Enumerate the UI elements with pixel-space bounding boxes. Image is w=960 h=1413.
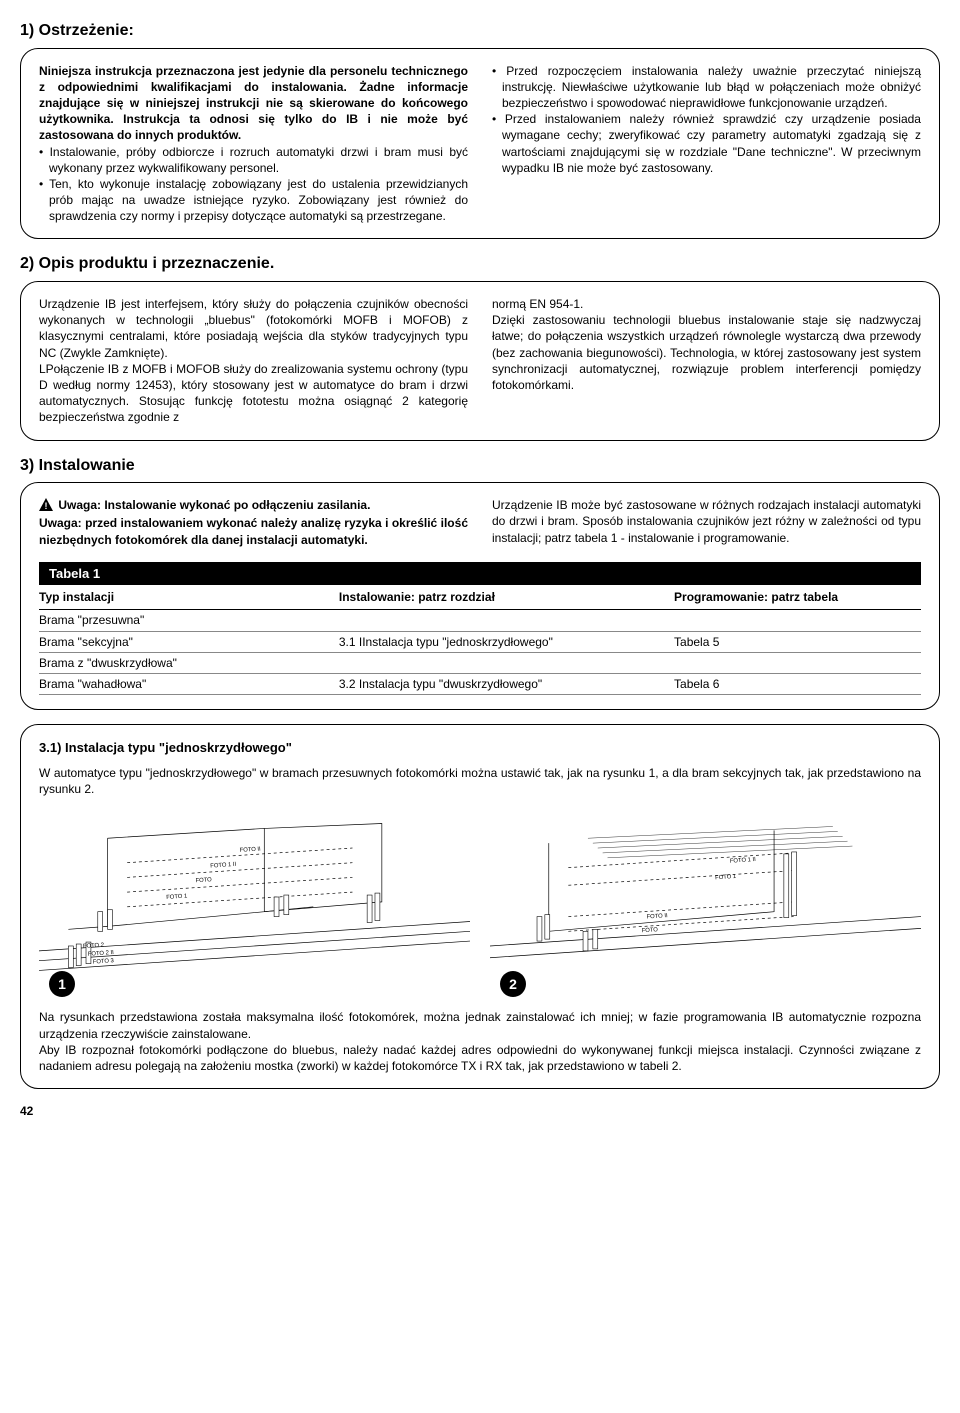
table1-col0: Typ instalacji [39, 585, 339, 610]
svg-text:FOTO: FOTO [195, 877, 212, 884]
svg-text:FOTO 2 II: FOTO 2 II [88, 950, 115, 958]
svg-text:FOTO 3: FOTO 3 [93, 958, 114, 965]
section1-right: Przed rozpoczęciem instalowania należy u… [492, 63, 921, 225]
svg-text:FOTO II: FOTO II [646, 913, 668, 920]
table-cell [674, 652, 921, 673]
section31-footer: Na rysunkach przedstawiona została maksy… [39, 1009, 921, 1074]
svg-text:FOTO: FOTO [642, 927, 659, 934]
diagram1: FOTO II FOTO 1 II FOTO FOTO 1 FOTO 2 FOT… [39, 807, 470, 991]
section31-title: 3.1) Instalacja typu "jednoskrzydłowego" [39, 739, 921, 757]
section3-right: Urządzenie IB może być zastosowane w róż… [492, 497, 921, 548]
table1: Typ instalacji Instalowanie: patrz rozdz… [39, 585, 921, 695]
table-row: Brama z "dwuskrzydłowa" [39, 652, 921, 673]
table1-header: Tabela 1 [39, 562, 921, 586]
section31-intro: W automatyce typu "jednoskrzydłowego" w … [39, 765, 921, 797]
section1-left-list: Instalowanie, próby odbiorcze i rozruch … [39, 144, 468, 225]
section3-box: ! Uwaga: Instalowanie wykonać po odłącze… [20, 482, 940, 710]
table-cell: 3.1 IInstalacja typu "jednoskrzydłowego" [339, 631, 674, 652]
svg-text:!: ! [45, 501, 48, 511]
section3-left: ! Uwaga: Instalowanie wykonać po odłącze… [39, 497, 468, 548]
section1-intro: Niniejsza instrukcja przeznaczona jest j… [39, 63, 468, 144]
table-cell [339, 652, 674, 673]
table-cell: Brama z "dwuskrzydłowa" [39, 652, 339, 673]
table-row: Brama "wahadłowa"3.2 Instalacja typu "dw… [39, 674, 921, 695]
section3-title: 3) Instalowanie [20, 455, 940, 477]
table-cell [339, 610, 674, 631]
diagram-row: FOTO II FOTO 1 II FOTO FOTO 1 FOTO 2 FOT… [39, 807, 921, 991]
section1-left: Niniejsza instrukcja przeznaczona jest j… [39, 63, 468, 225]
table-cell: 3.2 Instalacja typu "dwuskrzydłowego" [339, 674, 674, 695]
diagram2-number: 2 [500, 971, 526, 997]
table1-col1: Instalowanie: patrz rozdział [339, 585, 674, 610]
section1-right-list: Przed rozpoczęciem instalowania należy u… [492, 63, 921, 176]
svg-text:FOTO 2: FOTO 2 [83, 943, 104, 950]
table1-col2: Programowanie: patrz tabela [674, 585, 921, 610]
section2-box: Urządzenie IB jest interfejsem, który sł… [20, 281, 940, 441]
diagram2: FOTO 1 II FOTO 1 FOTO II FOTO 2 [490, 807, 921, 991]
diagram1-number: 1 [49, 971, 75, 997]
table-cell: Tabela 5 [674, 631, 921, 652]
svg-text:FOTO 1: FOTO 1 [166, 894, 187, 901]
section2-title: 2) Opis produktu i przeznaczenie. [20, 253, 940, 275]
svg-text:FOTO 1 II: FOTO 1 II [210, 862, 237, 870]
list-item: Przed instalowaniem należy również spraw… [492, 111, 921, 176]
table-cell: Brama "sekcyjna" [39, 631, 339, 652]
table-cell: Brama "przesuwna" [39, 610, 339, 631]
table-row: Brama "sekcyjna"3.1 IInstalacja typu "je… [39, 631, 921, 652]
section1-title: 1) Ostrzeżenie: [20, 20, 940, 42]
svg-text:FOTO II: FOTO II [240, 847, 262, 854]
section31-box: 3.1) Instalacja typu "jednoskrzydłowego"… [20, 724, 940, 1089]
svg-text:FOTO 1: FOTO 1 [715, 874, 736, 881]
list-item: Instalowanie, próby odbiorcze i rozruch … [39, 144, 468, 176]
table-cell: Brama "wahadłowa" [39, 674, 339, 695]
page-number: 42 [20, 1103, 940, 1119]
section3-warn-rest: Uwaga: przed instalowaniem wykonać należ… [39, 515, 468, 547]
section2-right: normą EN 954-1. Dzięki zastosowaniu tech… [492, 296, 921, 426]
table-cell: Tabela 6 [674, 674, 921, 695]
diagram2-svg: FOTO 1 II FOTO 1 FOTO II FOTO [490, 807, 921, 987]
list-item: Przed rozpoczęciem instalowania należy u… [492, 63, 921, 112]
table1-wrap: Tabela 1 Typ instalacji Instalowanie: pa… [39, 562, 921, 695]
list-item: Ten, kto wykonuje instalację zobowiązany… [39, 176, 468, 225]
warning-icon: ! [39, 498, 53, 515]
section1-box: Niniejsza instrukcja przeznaczona jest j… [20, 48, 940, 240]
table-row: Brama "przesuwna" [39, 610, 921, 631]
section3-warn-line1: Uwaga: Instalowanie wykonać po odłączeni… [58, 498, 370, 512]
section2-left: Urządzenie IB jest interfejsem, który sł… [39, 296, 468, 426]
table-cell [674, 610, 921, 631]
diagram1-svg: FOTO II FOTO 1 II FOTO FOTO 1 FOTO 2 FOT… [39, 807, 470, 987]
svg-text:FOTO 1 II: FOTO 1 II [730, 857, 757, 865]
